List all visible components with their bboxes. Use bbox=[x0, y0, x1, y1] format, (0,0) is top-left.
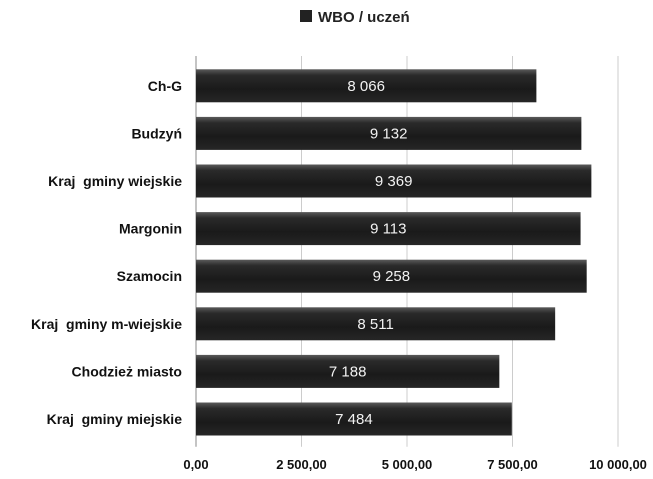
category-label: Margonin bbox=[119, 221, 182, 237]
x-tick-label: 2 500,00 bbox=[276, 457, 327, 472]
x-tick-label: 7 500,00 bbox=[487, 457, 538, 472]
bar bbox=[196, 212, 581, 246]
bar bbox=[196, 307, 556, 341]
category-label: Kraj gminy miejskie bbox=[47, 411, 183, 427]
x-tick-label: 0,00 bbox=[183, 457, 208, 472]
category-labels: Ch-G Budzyń Kraj gminy wiejskie Margonin Sza… bbox=[31, 78, 182, 427]
category-label: Chodzież miasto bbox=[72, 363, 182, 379]
data-label: 7 484 bbox=[335, 411, 373, 428]
data-label: 9 258 bbox=[373, 268, 411, 285]
bar bbox=[196, 164, 592, 198]
category-label: Kraj gminy m-wiejskie bbox=[31, 316, 182, 332]
data-label: 8 066 bbox=[347, 78, 385, 95]
x-tick-label: 5 000,00 bbox=[382, 457, 433, 472]
category-label: Kraj gminy wiejskie bbox=[48, 173, 182, 189]
legend-label: WBO / uczeń bbox=[318, 9, 410, 26]
data-label: 7 188 bbox=[329, 363, 367, 380]
category-label: Szamocin bbox=[117, 268, 182, 284]
x-axis-ticks: 0,00 2 500,00 5 000,00 7 500,00 10 000,00 bbox=[183, 457, 647, 472]
category-label: Budzyń bbox=[131, 125, 182, 141]
bar bbox=[196, 402, 512, 436]
grid bbox=[195, 56, 619, 447]
bar bbox=[196, 116, 582, 150]
data-label: 8 511 bbox=[357, 316, 393, 333]
bars: 8 066 9 132 9 369 9 113 9 258 8 511 7 188 7 484 bbox=[196, 69, 592, 436]
bar bbox=[196, 259, 587, 293]
data-label: 9 132 bbox=[370, 125, 408, 142]
data-label: 9 369 bbox=[375, 173, 413, 190]
legend: WBO / uczeń bbox=[300, 9, 410, 26]
x-tick-label: 10 000,00 bbox=[589, 457, 647, 472]
data-label: 9 113 bbox=[370, 221, 406, 238]
legend-swatch bbox=[300, 10, 312, 22]
bar bbox=[196, 354, 500, 388]
category-label: Ch-G bbox=[148, 78, 182, 94]
bar bbox=[196, 69, 537, 103]
